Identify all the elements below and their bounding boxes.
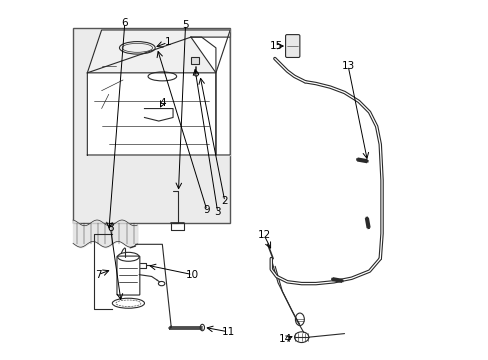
FancyBboxPatch shape (285, 35, 299, 58)
Text: 14: 14 (278, 334, 292, 344)
FancyBboxPatch shape (73, 28, 230, 223)
Text: 15: 15 (269, 41, 283, 51)
Text: 6: 6 (122, 18, 128, 28)
Text: 10: 10 (186, 270, 199, 280)
Text: 11: 11 (222, 327, 235, 337)
FancyBboxPatch shape (190, 57, 199, 64)
Text: 3: 3 (214, 207, 221, 217)
Text: 1: 1 (164, 37, 171, 48)
Text: 7: 7 (95, 270, 101, 280)
Polygon shape (87, 37, 216, 155)
Text: 9: 9 (203, 205, 210, 215)
Text: 4: 4 (159, 98, 165, 108)
Text: 12: 12 (257, 230, 270, 240)
Text: 5: 5 (182, 19, 188, 30)
Polygon shape (190, 37, 230, 155)
Text: 13: 13 (341, 61, 354, 71)
Polygon shape (87, 30, 230, 73)
Text: 8: 8 (107, 223, 114, 233)
Text: 2: 2 (221, 197, 228, 206)
